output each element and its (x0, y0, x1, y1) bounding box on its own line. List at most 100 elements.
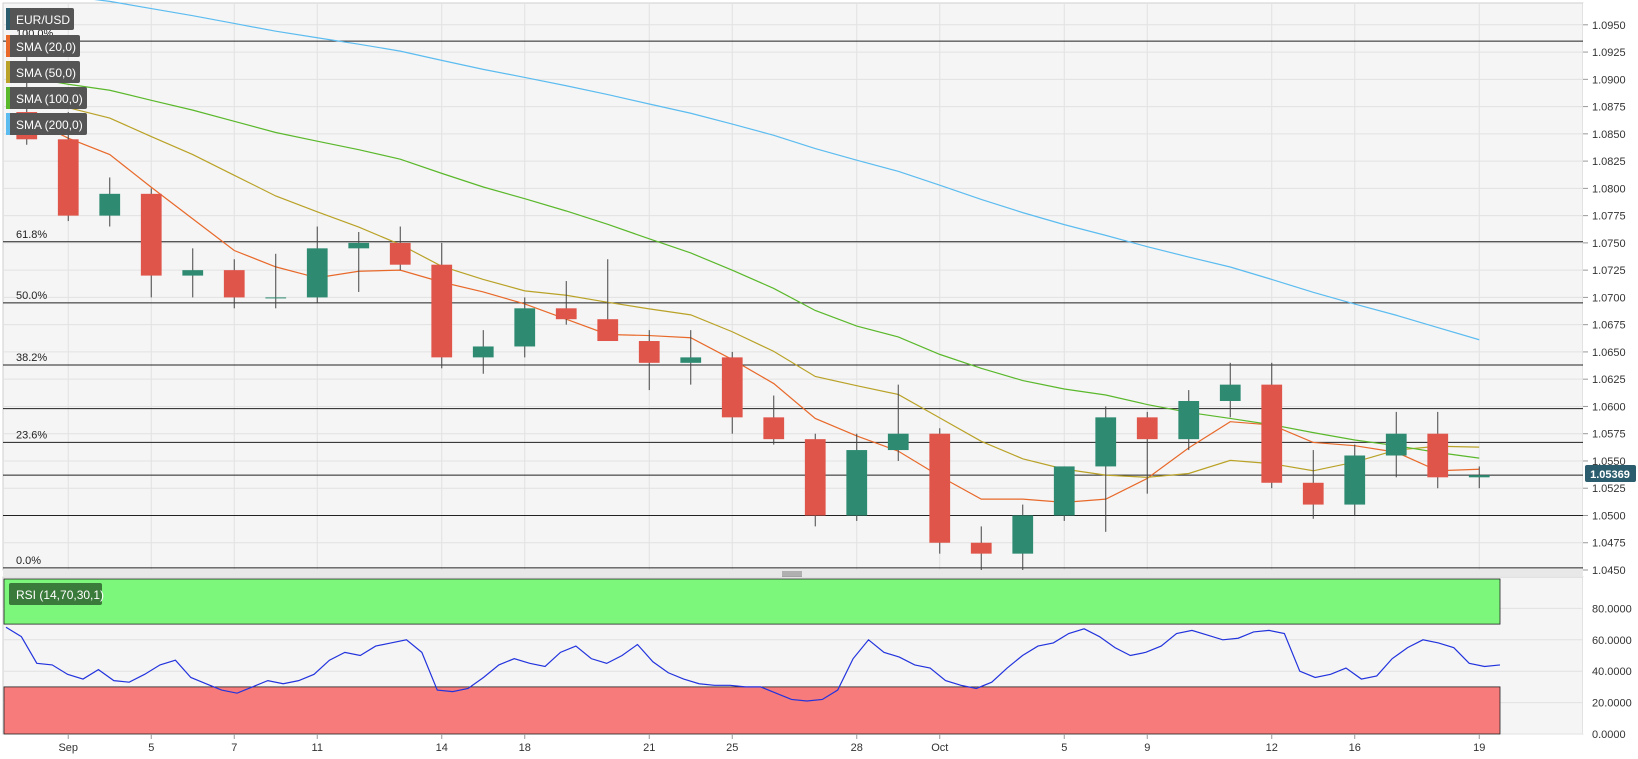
candle (1385, 411, 1407, 478)
x-tick-label: Oct (931, 742, 948, 754)
candle-body (182, 270, 204, 276)
y-tick-label: 1.0750 (1592, 238, 1626, 250)
candle (929, 428, 951, 554)
rsi-axis-bg (1583, 577, 1638, 734)
candle (182, 248, 204, 298)
x-tick-label: 16 (1349, 742, 1361, 754)
sma200-label: SMA (200,0) (16, 118, 83, 132)
candlesticks (16, 30, 1490, 570)
sma20-label: SMA (20,0) (16, 40, 76, 54)
candle (1261, 362, 1283, 489)
rsi-tick-label: 20.0000 (1592, 698, 1632, 710)
candle (887, 384, 909, 461)
candle (1012, 504, 1034, 570)
candle-body (970, 542, 992, 554)
current-price-label: 1.05369 (1590, 469, 1630, 481)
x-tick-label: 19 (1473, 742, 1485, 754)
candle-body (846, 450, 868, 516)
sma20-line (26, 116, 1480, 503)
y-tick-label: 1.0950 (1592, 20, 1626, 32)
y-tick-label: 1.0925 (1592, 47, 1626, 59)
x-tick-label: 11 (312, 742, 323, 754)
candle-body (597, 319, 619, 342)
candle-body (638, 341, 660, 363)
candle-body (804, 439, 826, 516)
candle-body (680, 357, 702, 363)
fibonacci-levels: 100.0%61.8%50.0%38.2%23.6%0.0% (3, 28, 1583, 569)
sma-lines (26, 0, 1480, 503)
y-tick-label: 1.0600 (1592, 401, 1626, 413)
candle (804, 433, 826, 527)
y-tick-label: 1.0875 (1592, 102, 1626, 114)
drag-handle-icon[interactable] (782, 571, 802, 577)
candle-body (1468, 475, 1490, 478)
x-tick-label: Sep (58, 742, 78, 754)
rsi-overbought-zone (3, 578, 1501, 625)
candle (846, 433, 868, 521)
y-tick-label: 1.0825 (1592, 156, 1626, 168)
x-tick-label: 12 (1266, 742, 1278, 754)
candle (348, 231, 370, 292)
sma100-chip[interactable]: SMA (100,0) (6, 87, 87, 109)
candle-body (1385, 433, 1407, 456)
x-tick-label: 14 (436, 742, 448, 754)
fib-label: 50.0% (16, 290, 47, 302)
price-axis: 1.0450 1.0475 1.0500 1.0525 1.0550 1.0575 1.06… (1583, 20, 1626, 577)
x-tick-label: 9 (1144, 742, 1150, 754)
rsi-chip[interactable]: RSI (14,70,30,1) (9, 583, 104, 605)
candle (223, 259, 245, 309)
y-tick-label: 1.0850 (1592, 129, 1626, 141)
candle (680, 330, 702, 385)
sma200-chip[interactable]: SMA (200,0) (6, 113, 87, 135)
candle-body (514, 308, 536, 347)
y-tick-label: 1.0475 (1592, 538, 1626, 550)
candle-body (763, 417, 785, 440)
candle-body (472, 346, 494, 358)
rsi-line (5, 626, 1501, 702)
y-tick-label: 1.0525 (1592, 483, 1626, 495)
sma20-chip[interactable]: SMA (20,0) (6, 35, 80, 57)
candle (472, 330, 494, 374)
candle (638, 330, 660, 391)
x-tick-label: 18 (519, 742, 531, 754)
candle-body (1302, 482, 1324, 505)
candle (1219, 362, 1241, 418)
x-tick-label: 25 (726, 742, 738, 754)
candle (1344, 444, 1366, 516)
candle-body (348, 242, 370, 249)
fib-label: 38.2% (16, 352, 47, 364)
candle-body (1178, 400, 1200, 440)
candle-body (140, 193, 162, 276)
rsi-tick-label: 0.0000 (1592, 729, 1626, 741)
candle (763, 395, 785, 445)
candle (721, 351, 743, 434)
x-tick-label: 5 (1061, 742, 1067, 754)
candle-body (721, 357, 743, 418)
sma100-label: SMA (100,0) (16, 92, 83, 106)
x-tick-label: 28 (851, 742, 863, 754)
candle-body (1427, 433, 1449, 478)
sma50-line (26, 94, 1480, 478)
symbol-label: EUR/USD (16, 13, 70, 27)
candle (265, 253, 287, 309)
date-axis: Sep 5 7 11 14 18 21 25 28 Oct 5 9 12 16 19 (58, 734, 1485, 754)
rsi-oversold-zone (3, 686, 1501, 735)
rsi-tick-label: 40.0000 (1592, 666, 1632, 678)
sma200-line (93, 0, 1480, 341)
fib-label: 23.6% (16, 429, 47, 441)
candle (1178, 390, 1200, 451)
fib-label: 61.8% (16, 229, 47, 241)
y-tick-label: 1.0625 (1592, 374, 1626, 386)
rsi-axis: 0.0000 20.0000 40.0000 60.0000 80.0000 (1592, 603, 1632, 741)
fib-label: 0.0% (16, 555, 41, 567)
symbol-chip[interactable]: EUR/USD (6, 8, 74, 30)
panel-separator[interactable] (3, 570, 1583, 576)
candle-body (57, 139, 79, 216)
candle (1468, 466, 1490, 489)
sma50-chip[interactable]: SMA (50,0) (6, 61, 80, 83)
candle-body (1219, 384, 1241, 401)
candle (1302, 450, 1324, 519)
candle-body (887, 433, 909, 451)
x-tick-label: 7 (231, 742, 237, 754)
y-tick-label: 1.0650 (1592, 347, 1626, 359)
